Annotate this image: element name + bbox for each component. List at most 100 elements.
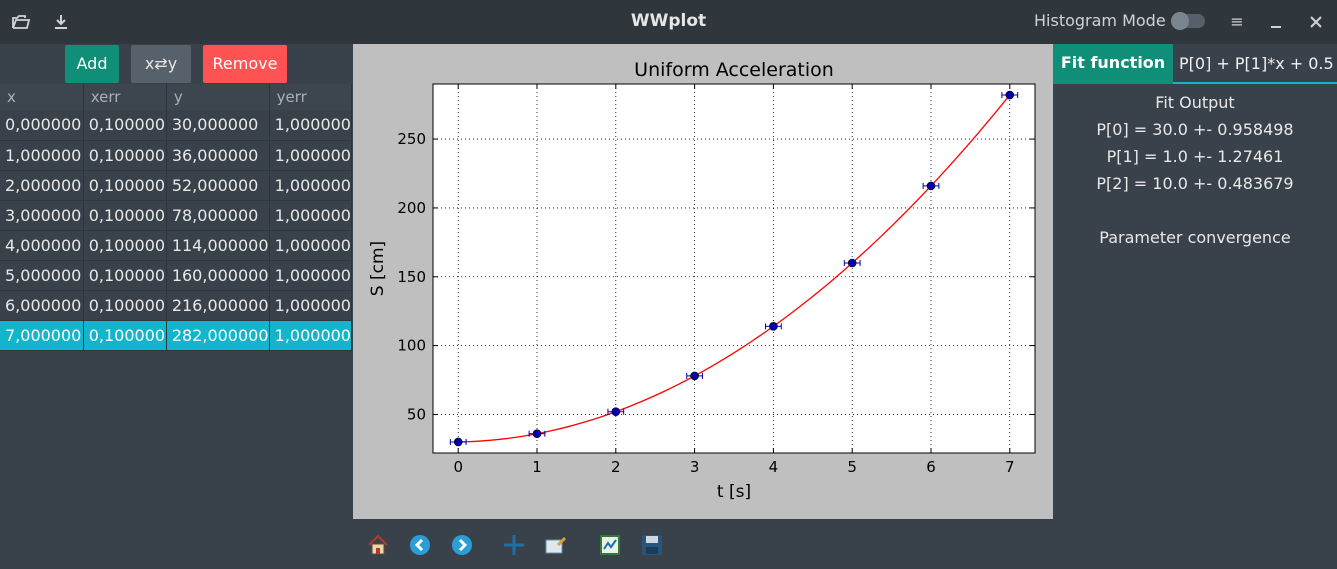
table-cell[interactable]: 216,000000	[166, 290, 270, 321]
x-tick-label: 5	[847, 458, 857, 476]
swap-xy-button[interactable]: x⇄y	[131, 45, 191, 83]
spacer	[1053, 197, 1337, 224]
table-cell[interactable]: 0,100000	[83, 110, 167, 141]
home-icon[interactable]	[366, 533, 390, 557]
column-header-xerr[interactable]: xerr	[83, 84, 167, 110]
fit-curve	[458, 94, 1011, 443]
table-cell[interactable]: 5,000000	[0, 260, 84, 291]
table-row[interactable]: 3,000000 0,100000 78,000000 1,000000	[0, 200, 353, 231]
table-cell[interactable]: 1,000000	[269, 140, 353, 171]
table-row-selected[interactable]: 7,000000 0,100000 282,000000 1,000000	[0, 320, 353, 351]
table-cell[interactable]: 0,100000	[83, 320, 167, 351]
table-cell[interactable]: 2,000000	[0, 170, 84, 201]
save-icon[interactable]	[640, 533, 664, 557]
table-cell[interactable]: 0,100000	[83, 200, 167, 231]
data-point	[532, 429, 542, 439]
table-cell[interactable]: 4,000000	[0, 230, 84, 261]
pan-icon[interactable]	[502, 533, 526, 557]
parameter-convergence-label: Parameter convergence	[1099, 228, 1291, 247]
table-cell[interactable]: 0,100000	[83, 290, 167, 321]
toggle-knob	[1171, 12, 1189, 30]
y-axis-label: S [cm]	[368, 241, 388, 296]
table-cell[interactable]: 1,000000	[0, 140, 84, 171]
x-tick-label: 2	[611, 458, 621, 476]
data-point	[926, 181, 936, 191]
table-row[interactable]: 5,000000 0,100000 160,000000 1,000000	[0, 260, 353, 291]
data-point	[769, 322, 778, 331]
column-header-yerr[interactable]: yerr	[269, 84, 353, 110]
minimize-icon[interactable]	[1264, 10, 1288, 34]
table-cell[interactable]: 1,000000	[269, 320, 353, 351]
table-row[interactable]: 0,000000 0,100000 30,000000 1,000000	[0, 110, 353, 141]
data-point	[611, 407, 621, 416]
x-tick-label: 0	[453, 458, 463, 476]
table-cell[interactable]: 30,000000	[166, 110, 270, 141]
y-tick-label: 250	[397, 130, 426, 148]
table-cell[interactable]: 7,000000	[0, 320, 84, 351]
table-cell[interactable]: 36,000000	[166, 140, 270, 171]
data-panel: Add x⇄y Remove x xerr y yerr 0,000000 0,1…	[0, 44, 353, 569]
table-cell[interactable]: 0,100000	[83, 170, 167, 201]
y-tick-label: 200	[397, 199, 426, 217]
table-cell[interactable]: 0,100000	[83, 260, 167, 291]
table-cell[interactable]: 0,100000	[83, 230, 167, 261]
plot-canvas[interactable]: 0 1 2 3 4 5 6 7 50 100 150 200 250 Uniform Accelerati…	[353, 44, 1053, 519]
table-cell[interactable]: 52,000000	[166, 170, 270, 201]
table-row[interactable]: 6,000000 0,100000 216,000000 1,000000	[0, 290, 353, 321]
table-cell[interactable]: 1,000000	[269, 110, 353, 141]
fit-panel: Fit function Fit Output P[0] = 30.0 +- 0…	[1053, 44, 1337, 569]
open-file-icon[interactable]	[9, 10, 33, 34]
x-tick-label: 4	[769, 458, 779, 476]
back-icon[interactable]	[408, 533, 432, 557]
chart-title: Uniform Acceleration	[634, 59, 834, 81]
export-icon[interactable]	[49, 10, 73, 34]
data-table: x xerr y yerr 0,000000 0,100000 30,000000 1…	[0, 84, 353, 351]
table-cell[interactable]: 1,000000	[269, 230, 353, 261]
data-point	[690, 371, 699, 381]
x-tick-label: 7	[1005, 458, 1015, 476]
x-tick-label: 1	[532, 458, 542, 476]
table-cell[interactable]: 0,100000	[83, 140, 167, 171]
fit-function-tab[interactable]: Fit function	[1053, 44, 1173, 84]
close-icon[interactable]	[1304, 10, 1328, 34]
table-cell[interactable]: 1,000000	[269, 260, 353, 291]
column-header-x[interactable]: x	[0, 84, 84, 110]
fit-param-1: P[1] = 1.0 +- 1.27461	[1106, 147, 1284, 166]
remove-row-button[interactable]: Remove	[203, 45, 287, 83]
fit-param-2: P[2] = 10.0 +- 0.483679	[1096, 174, 1294, 193]
table-cell[interactable]: 160,000000	[166, 260, 270, 291]
fit-function-input[interactable]	[1173, 44, 1337, 84]
table-cell[interactable]: 3,000000	[0, 200, 84, 231]
data-point	[453, 437, 463, 447]
menu-icon[interactable]: ≡	[1230, 12, 1244, 31]
table-cell[interactable]: 0,000000	[0, 110, 84, 141]
table-cell[interactable]: 6,000000	[0, 290, 84, 321]
table-header: x xerr y yerr	[0, 84, 353, 110]
zoom-icon[interactable]	[544, 533, 568, 557]
fit-output: Fit Output P[0] = 30.0 +- 0.958498 P[1] …	[1053, 89, 1337, 251]
y-tick-label: 150	[397, 268, 426, 286]
fit-param-0: P[0] = 30.0 +- 0.958498	[1096, 120, 1294, 139]
y-tick-label: 100	[397, 337, 426, 355]
table-cell[interactable]: 1,000000	[269, 290, 353, 321]
table-cell[interactable]: 1,000000	[269, 170, 353, 201]
configure-icon[interactable]	[598, 533, 622, 557]
histogram-mode-toggle[interactable]	[1171, 12, 1205, 30]
fit-output-title: Fit Output	[1155, 93, 1235, 112]
table-cell[interactable]: 78,000000	[166, 200, 270, 231]
table-row[interactable]: 1,000000 0,100000 36,000000 1,000000	[0, 140, 353, 171]
data-point	[1005, 90, 1015, 100]
plot-toolbar	[353, 519, 1053, 569]
table-cell[interactable]: 282,000000	[166, 320, 270, 351]
table-cell[interactable]: 1,000000	[269, 200, 353, 231]
table-cell[interactable]: 114,000000	[166, 230, 270, 261]
x-axis-label: t [s]	[717, 482, 751, 502]
table-row[interactable]: 4,000000 0,100000 114,000000 1,000000	[0, 230, 353, 261]
plot-area	[432, 83, 1036, 454]
x-tick-label: 6	[926, 458, 936, 476]
column-header-y[interactable]: y	[166, 84, 270, 110]
add-row-button[interactable]: Add	[65, 45, 119, 83]
table-row[interactable]: 2,000000 0,100000 52,000000 1,000000	[0, 170, 353, 201]
title-bar: WWplot Histogram Mode ≡	[0, 0, 1337, 44]
forward-icon[interactable]	[450, 533, 474, 557]
